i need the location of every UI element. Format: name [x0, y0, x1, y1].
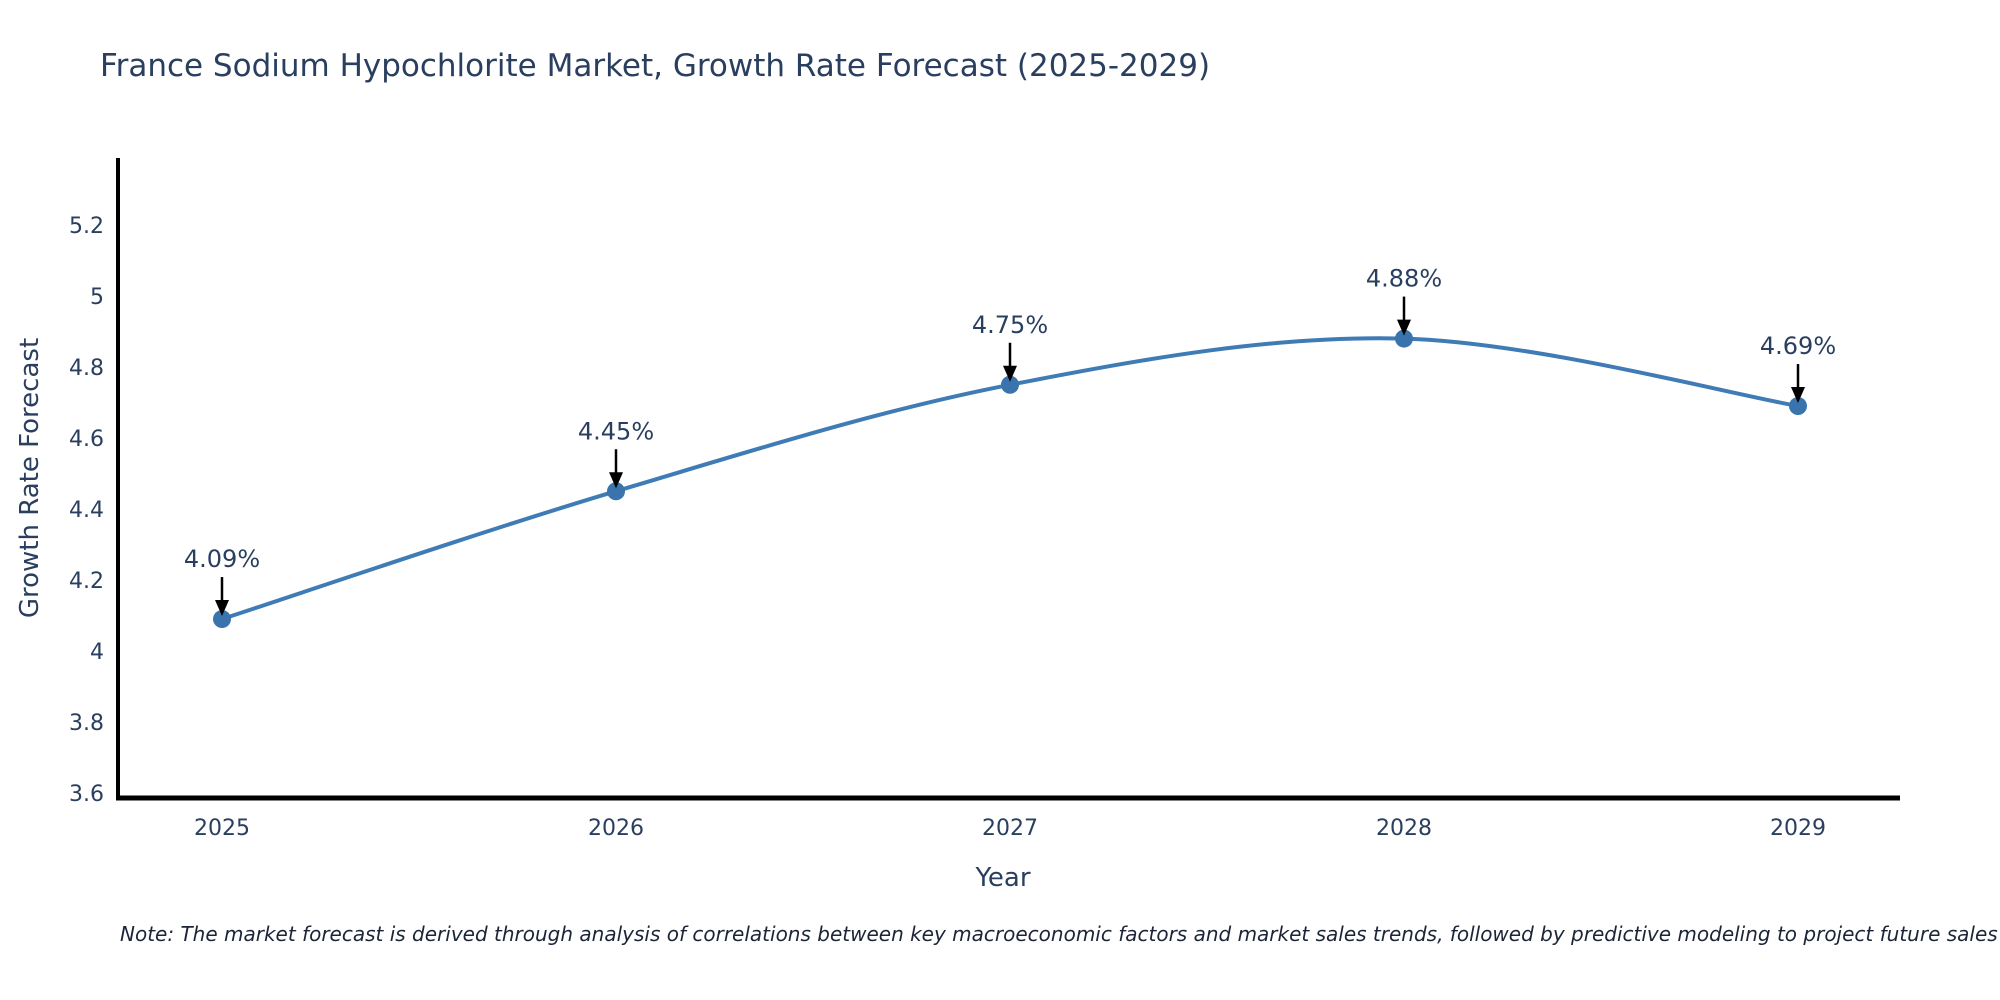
annotation-label: 4.75%	[972, 311, 1048, 339]
x-tick-label: 2028	[1376, 816, 1432, 841]
y-tick-label: 4.2	[69, 569, 104, 594]
annotation-label: 4.88%	[1366, 265, 1442, 293]
annotation-arrowhead	[215, 600, 229, 617]
data-point-marker	[607, 482, 625, 501]
x-tick-label: 2027	[982, 816, 1038, 841]
y-tick-label: 5.2	[69, 214, 104, 239]
annotation-arrowhead	[609, 472, 623, 489]
y-tick-label: 4.8	[69, 356, 104, 381]
data-point-marker	[1789, 397, 1807, 416]
y-tick-label: 4.4	[69, 498, 104, 523]
footnote: Note: The market forecast is derived thr…	[120, 922, 1998, 946]
chart-title: France Sodium Hypochlorite Market, Growt…	[100, 48, 1211, 84]
annotation-label: 4.45%	[578, 417, 654, 445]
y-tick-label: 4.6	[69, 427, 104, 452]
y-axis-label: Growth Rate Forecast	[15, 337, 45, 619]
y-tick-label: 3.6	[69, 782, 104, 807]
y-tick-label: 3.8	[69, 711, 104, 736]
x-tick-label: 2026	[588, 816, 644, 841]
x-tick-label: 2025	[194, 816, 250, 841]
y-tick-label: 5	[90, 285, 104, 310]
annotation-label: 4.69%	[1760, 332, 1836, 360]
annotation-label: 4.09%	[184, 545, 260, 573]
data-point-marker	[1001, 375, 1019, 394]
data-point-marker	[1395, 329, 1413, 348]
x-axis-label: Year	[975, 863, 1031, 893]
data-point-marker	[213, 610, 231, 629]
annotation-arrowhead	[1397, 319, 1411, 336]
y-tick-label: 4	[90, 640, 104, 665]
annotation-arrowhead	[1003, 365, 1017, 382]
annotation-arrowhead	[1791, 387, 1805, 404]
x-tick-label: 2029	[1770, 816, 1826, 841]
